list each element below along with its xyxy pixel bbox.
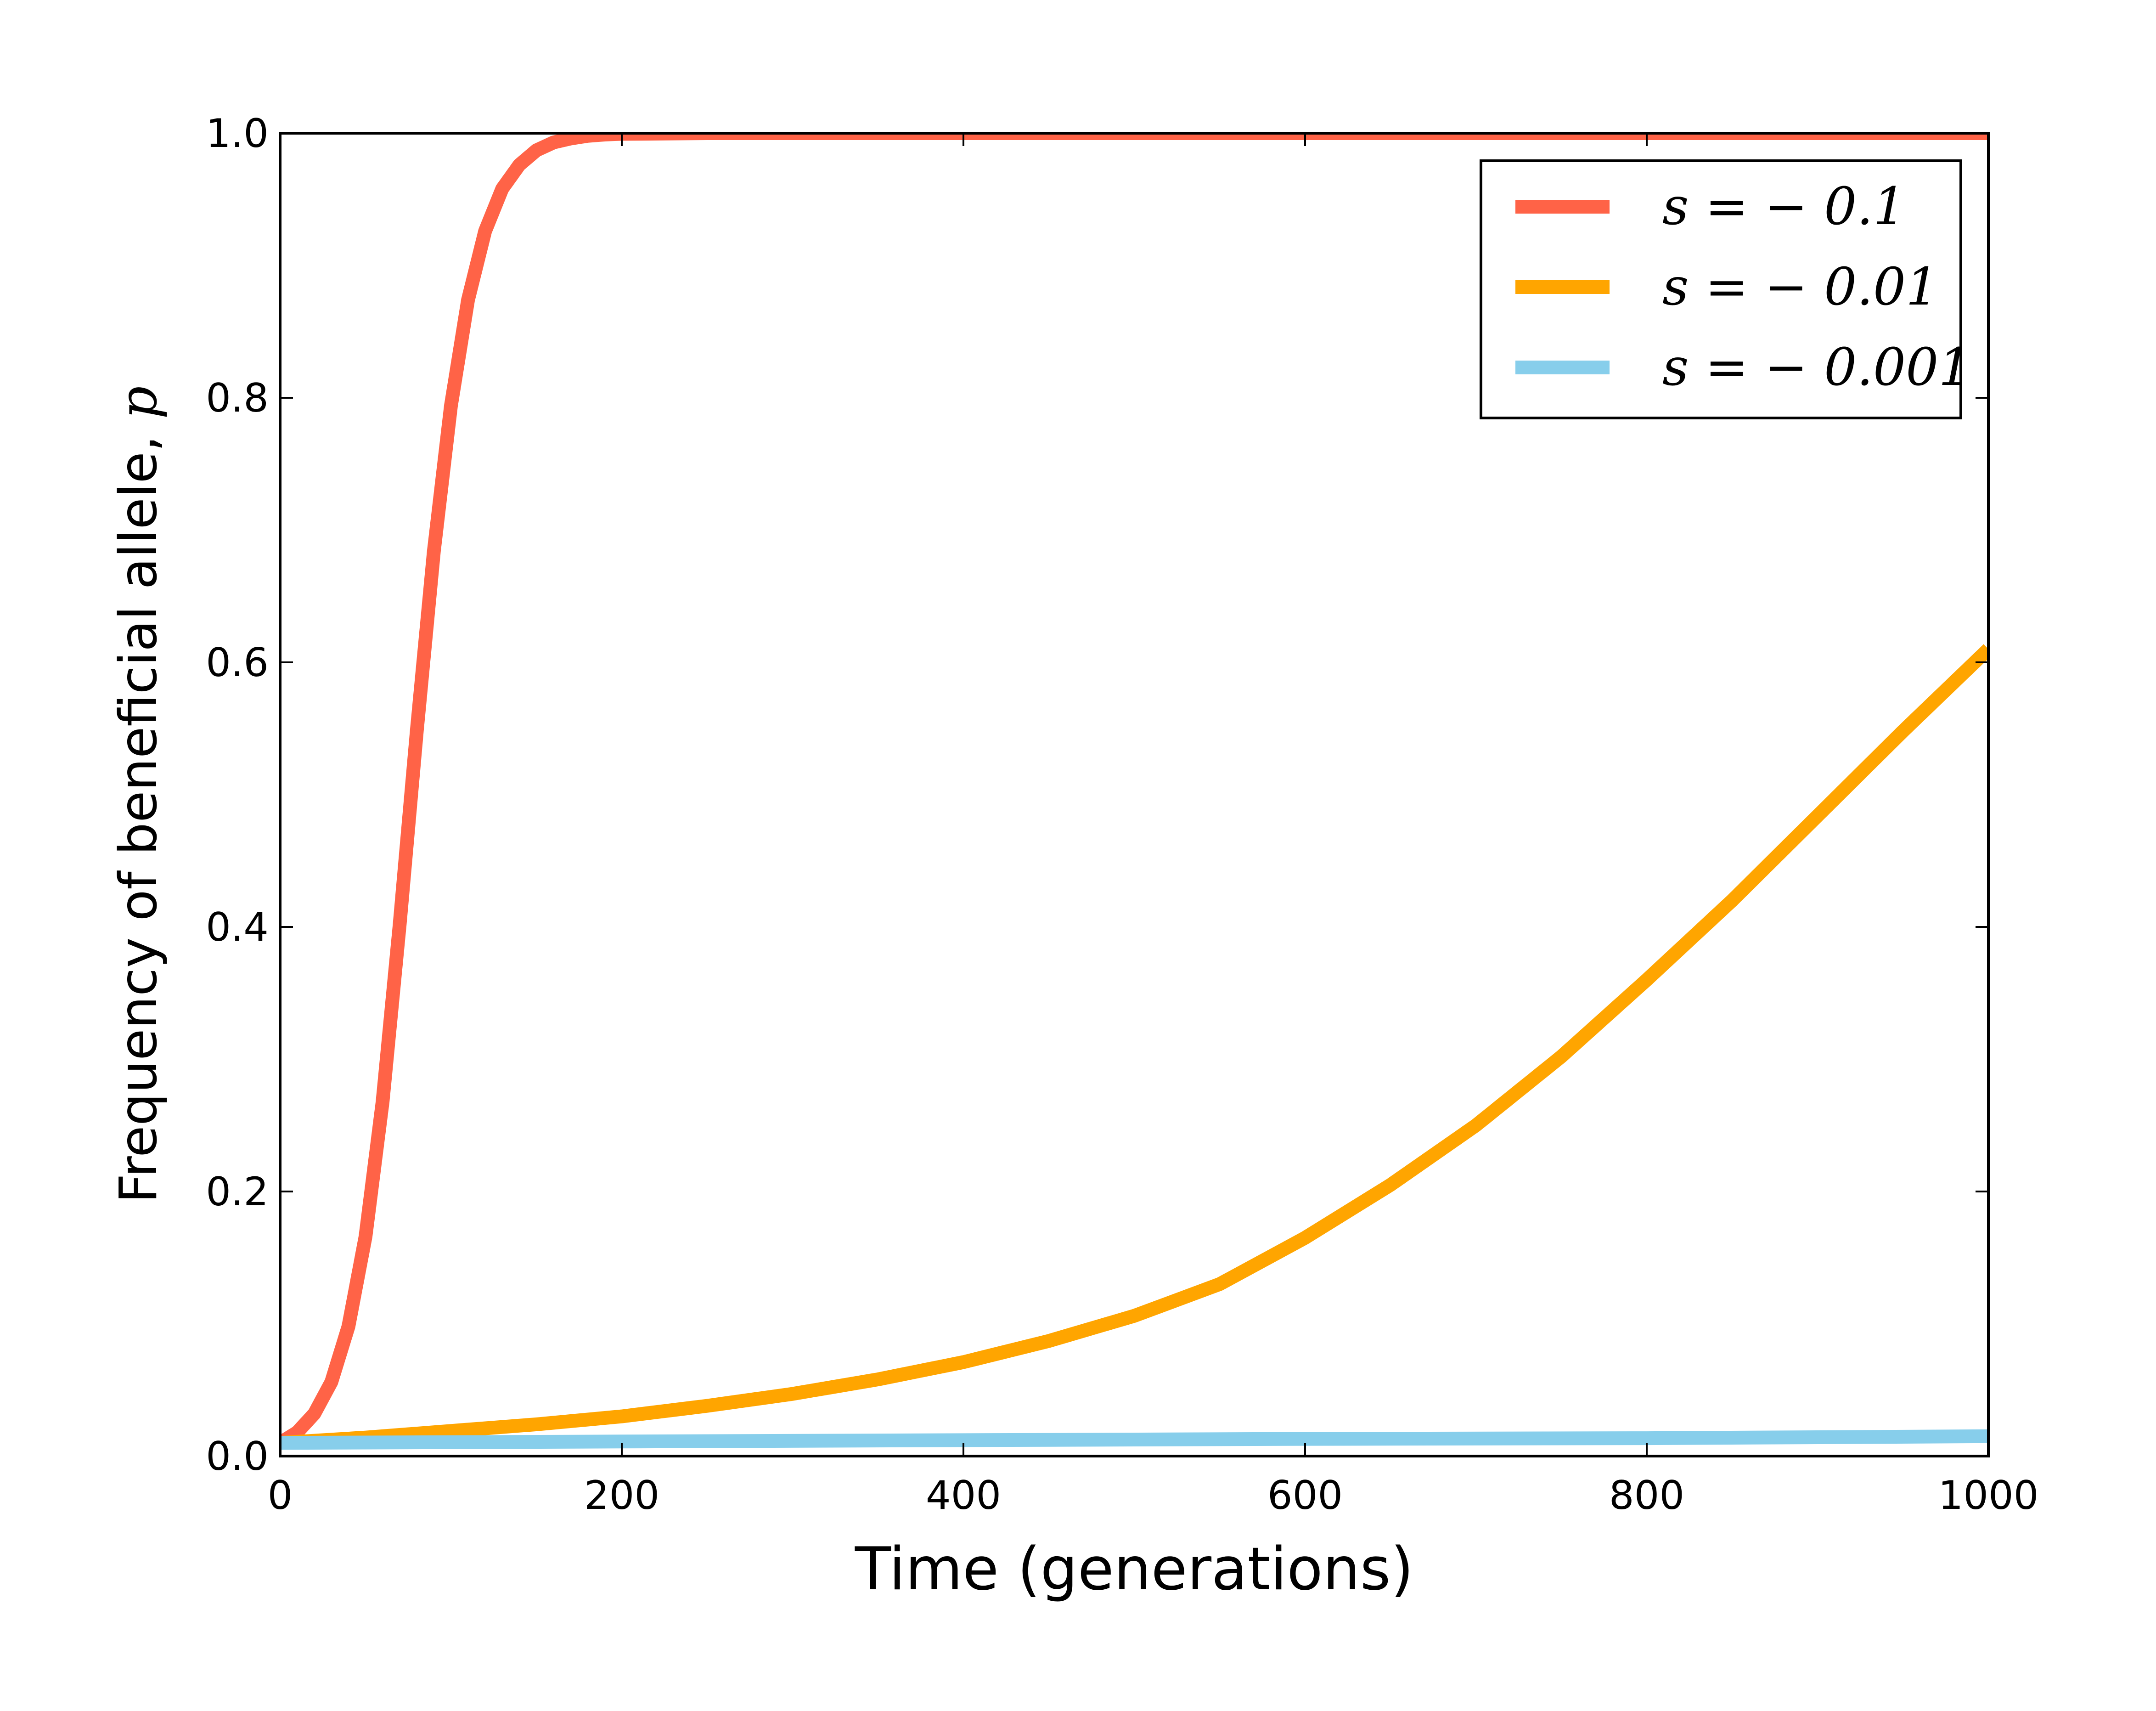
y-tick-label: 0.4 [206,904,269,950]
tick-layer: 0 200 400 600 800 1000 0.0 0.2 0.4 0.6 0.8 1.0 [206,111,2038,1519]
legend-label-0: s = − 0.1 [1662,177,1906,237]
y-tick-label: 0.0 [206,1434,269,1479]
legend-label-1: s = − 0.01 [1662,257,1938,317]
x-tick-label: 200 [584,1473,659,1519]
y-tick-label: 0.6 [206,640,269,686]
x-tick-label: 800 [1609,1473,1684,1519]
legend-label-2: s = − 0.001 [1662,338,1971,397]
legend: s = − 0.1 s = − 0.01 s = − 0.001 [1480,159,1971,419]
series-line-2 [280,1429,1988,1450]
plot-frame [279,132,1990,1457]
x-tick-label: 600 [1267,1473,1343,1519]
x-tick-label: 400 [926,1473,1001,1519]
y-axis-label: Frequency of beneficial allele, p [109,386,169,1203]
series-line-0 [280,133,1988,1449]
y-tick-label: 0.8 [206,375,269,421]
series-line-1 [280,644,1988,1450]
x-tick-label: 0 [268,1473,293,1519]
y-tick-label: 1.0 [206,111,269,157]
x-tick-label: 1000 [1938,1473,2039,1519]
y-axis-label-text: Frequency of beneficial allele, [109,419,169,1203]
series-layer [280,133,1988,1450]
y-axis-label-variable: p [109,386,169,419]
x-axis-label: Time (generations) [855,1535,1414,1604]
y-tick-label: 0.2 [206,1169,269,1215]
